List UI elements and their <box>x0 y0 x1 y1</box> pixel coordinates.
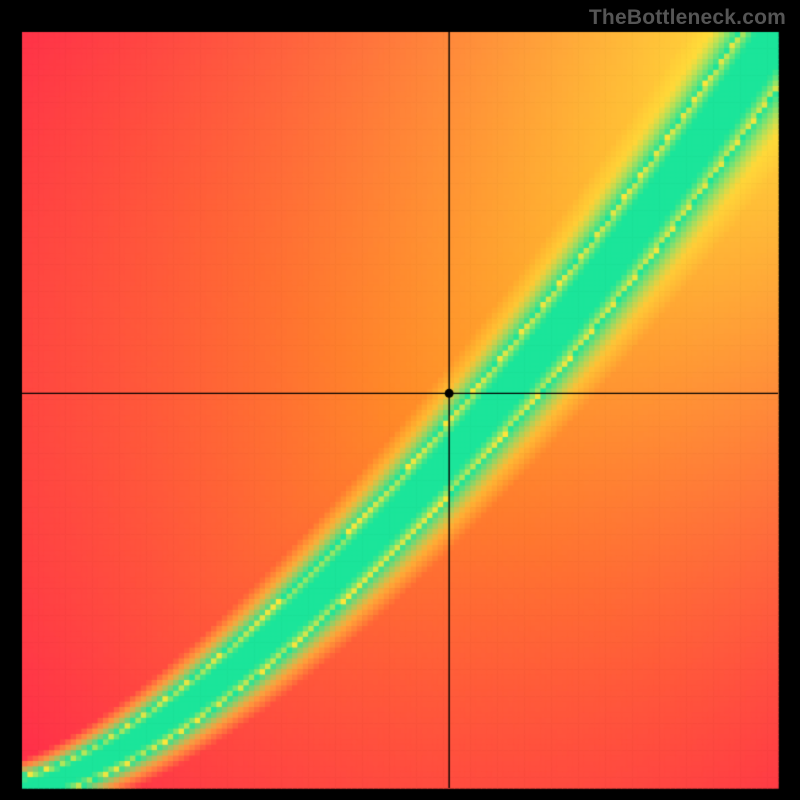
watermark-text: TheBottleneck.com <box>589 6 786 30</box>
chart-container: TheBottleneck.com <box>0 0 800 800</box>
bottleneck-heatmap <box>0 0 800 800</box>
